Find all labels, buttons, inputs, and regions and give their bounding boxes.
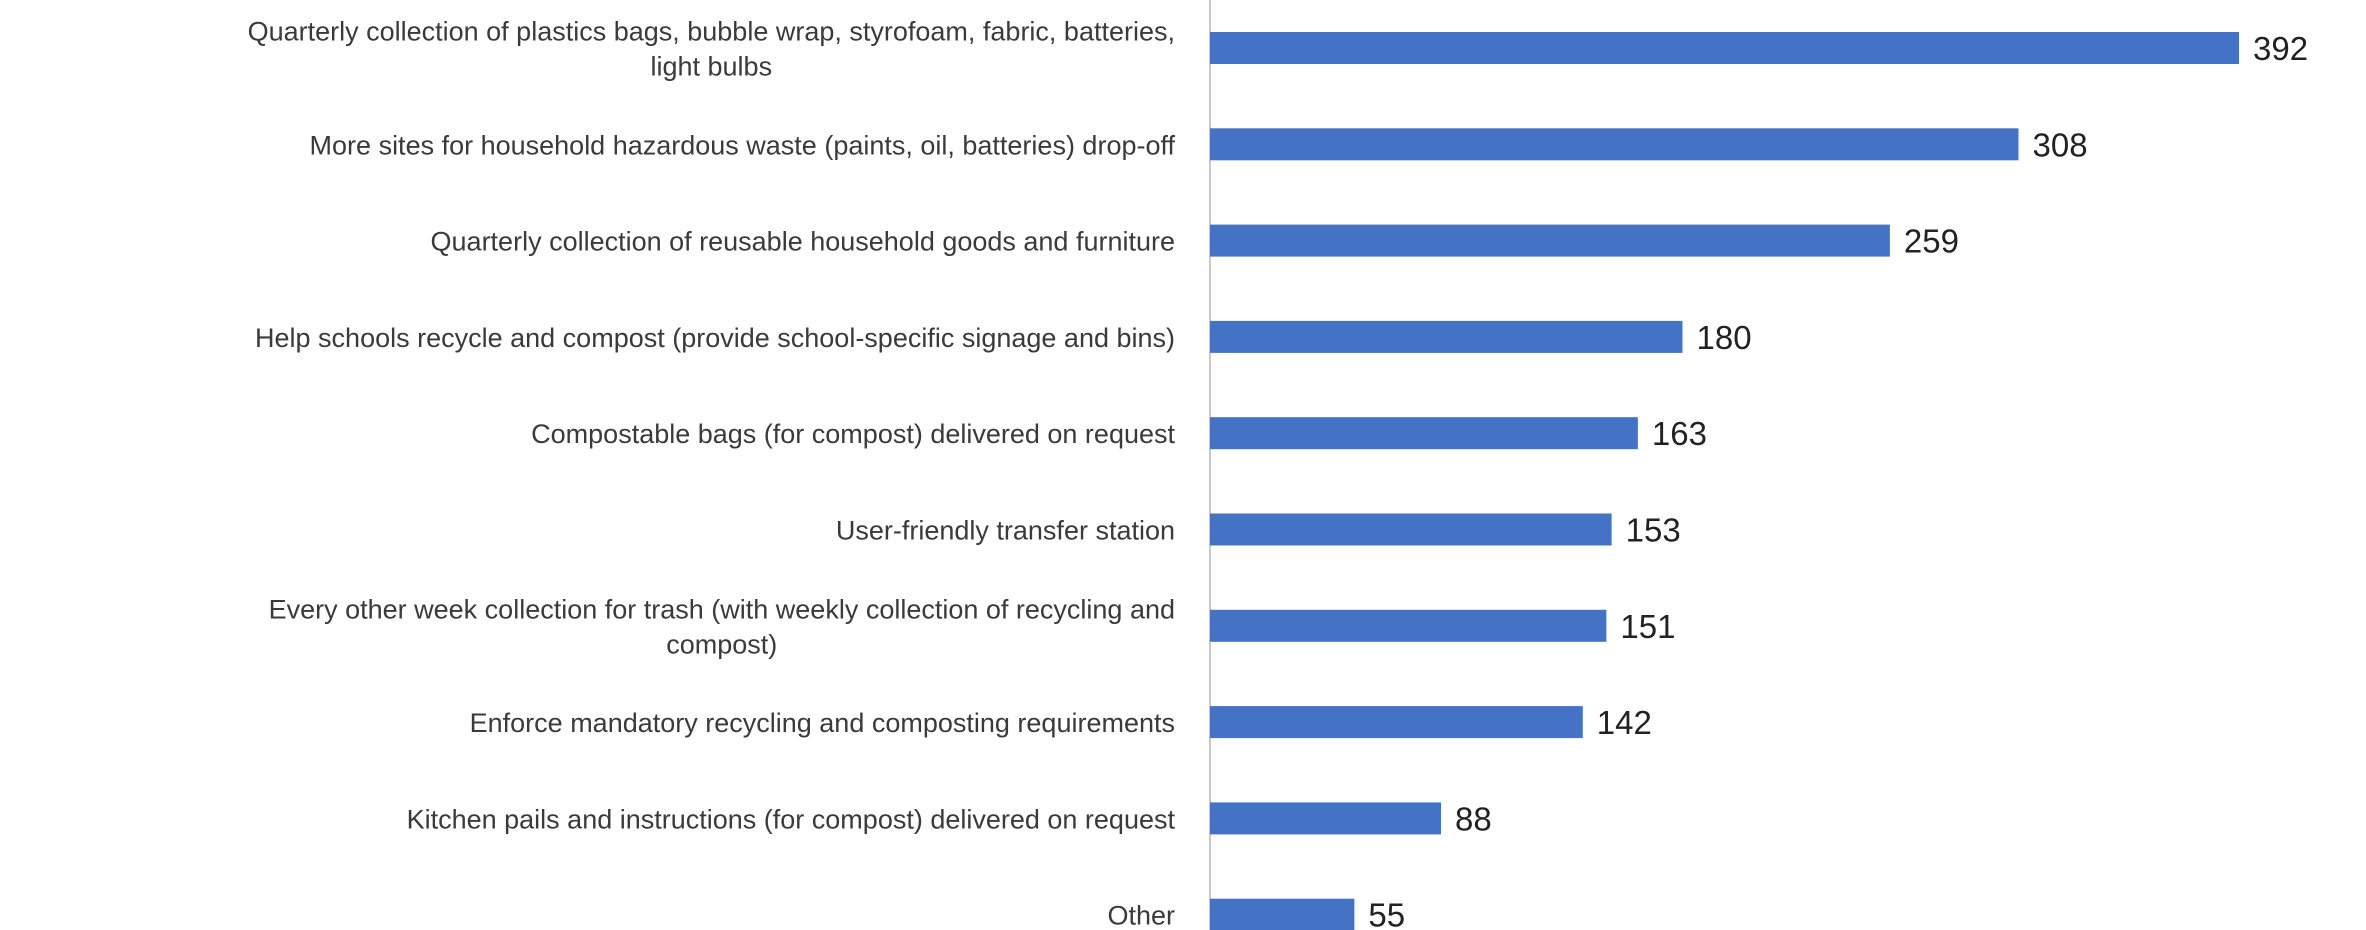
category-label: Help schools recycle and compost (provid…	[255, 323, 1175, 353]
bar	[1210, 320, 1683, 353]
data-label: 142	[1597, 704, 1652, 741]
data-label: 180	[1697, 319, 1752, 356]
data-label: 163	[1652, 415, 1707, 452]
bar	[1210, 224, 1890, 257]
bar	[1210, 32, 2239, 64]
category-label: Other	[1107, 901, 1175, 930]
bar	[1210, 898, 1355, 930]
bar-group	[1210, 32, 2239, 930]
bar	[1210, 609, 1607, 642]
data-label: 259	[1904, 223, 1959, 260]
category-label: Quarterly collection of reusable househo…	[431, 227, 1175, 257]
category-labels: Quarterly collection of plastics bags, b…	[248, 17, 1176, 930]
data-label: 55	[1368, 897, 1405, 930]
data-label: 151	[1620, 608, 1675, 645]
category-label: light bulbs	[650, 52, 772, 82]
bar	[1210, 802, 1441, 835]
category-label: User-friendly transfer station	[836, 516, 1175, 546]
category-label: Kitchen pails and instructions (for comp…	[407, 804, 1176, 834]
bar	[1210, 417, 1638, 450]
data-label: 392	[2253, 30, 2308, 67]
bar	[1210, 513, 1612, 546]
category-label: Enforce mandatory recycling and composti…	[470, 708, 1175, 738]
data-labels: 392 308 259 180 163 153 151 142 88 55	[1368, 30, 2308, 930]
category-label: More sites for household hazardous waste…	[310, 130, 1176, 160]
data-label: 308	[2033, 126, 2088, 163]
bar	[1210, 128, 2019, 161]
bar	[1210, 706, 1583, 739]
data-label: 153	[1626, 512, 1681, 549]
category-label: Every other week collection for trash (w…	[269, 594, 1175, 624]
category-label: Compostable bags (for compost) delivered…	[531, 419, 1175, 449]
category-label: Quarterly collection of plastics bags, b…	[248, 17, 1175, 47]
category-label: compost)	[666, 629, 777, 659]
data-label: 88	[1455, 800, 1492, 837]
